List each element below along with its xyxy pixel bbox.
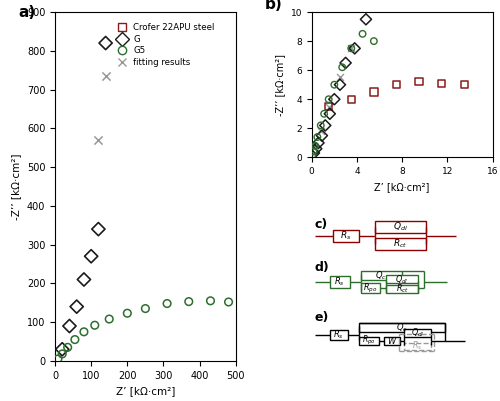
Point bbox=[348, 96, 356, 103]
Text: $Q_c$: $Q_c$ bbox=[376, 269, 387, 282]
FancyBboxPatch shape bbox=[334, 230, 358, 242]
FancyBboxPatch shape bbox=[360, 271, 402, 280]
Point bbox=[438, 80, 446, 87]
FancyBboxPatch shape bbox=[375, 221, 426, 233]
Text: $R_{po}$: $R_{po}$ bbox=[362, 334, 376, 347]
Point bbox=[317, 122, 325, 129]
Point bbox=[314, 134, 322, 140]
Point bbox=[342, 60, 349, 66]
Point bbox=[314, 140, 322, 146]
FancyBboxPatch shape bbox=[404, 342, 431, 350]
Point bbox=[392, 81, 400, 88]
Point bbox=[311, 143, 319, 149]
Point bbox=[350, 45, 358, 52]
Point bbox=[91, 322, 99, 328]
Text: $R_s$: $R_s$ bbox=[334, 276, 345, 288]
Point bbox=[330, 96, 338, 103]
Point bbox=[71, 336, 79, 343]
Point bbox=[370, 38, 378, 45]
Point bbox=[362, 16, 370, 22]
Point bbox=[87, 253, 95, 259]
Point bbox=[58, 351, 66, 357]
Point bbox=[54, 356, 62, 362]
Point bbox=[324, 96, 332, 103]
Text: d): d) bbox=[314, 261, 329, 274]
Point bbox=[163, 300, 171, 307]
FancyBboxPatch shape bbox=[386, 275, 418, 283]
Text: $Q_{dl}$: $Q_{dl}$ bbox=[396, 273, 409, 286]
Text: $Q_{dl}$: $Q_{dl}$ bbox=[411, 327, 424, 339]
Point bbox=[324, 103, 332, 110]
Point bbox=[206, 298, 214, 304]
FancyBboxPatch shape bbox=[384, 336, 400, 345]
FancyBboxPatch shape bbox=[360, 283, 380, 293]
Text: $R_{ct}$: $R_{ct}$ bbox=[393, 238, 407, 251]
Point bbox=[348, 45, 356, 52]
Y-axis label: -Z’’ [kΩ·cm²]: -Z’’ [kΩ·cm²] bbox=[275, 54, 285, 116]
Point bbox=[336, 81, 344, 88]
Point bbox=[66, 323, 74, 329]
Text: $R_{po}$: $R_{po}$ bbox=[364, 282, 378, 294]
Point bbox=[124, 310, 132, 316]
Text: $R_{ct}$: $R_{ct}$ bbox=[396, 283, 408, 295]
Text: $R_s$: $R_s$ bbox=[340, 229, 352, 242]
Point bbox=[326, 111, 334, 117]
Text: $Q_{dl}$: $Q_{dl}$ bbox=[393, 221, 407, 233]
Point bbox=[105, 316, 113, 322]
Point bbox=[415, 79, 423, 85]
Point bbox=[318, 132, 326, 139]
Point bbox=[338, 64, 346, 71]
FancyBboxPatch shape bbox=[358, 324, 446, 332]
Point bbox=[330, 81, 338, 88]
Point bbox=[58, 346, 66, 352]
Text: c): c) bbox=[314, 218, 328, 231]
Text: a): a) bbox=[19, 5, 36, 20]
Point bbox=[142, 306, 150, 312]
Point bbox=[312, 146, 320, 152]
Point bbox=[94, 226, 102, 232]
Y-axis label: -Z’’ [kΩ·cm²]: -Z’’ [kΩ·cm²] bbox=[11, 153, 21, 220]
Point bbox=[324, 103, 332, 110]
Point bbox=[64, 344, 72, 350]
Point bbox=[358, 30, 366, 37]
FancyBboxPatch shape bbox=[358, 336, 378, 345]
FancyBboxPatch shape bbox=[330, 330, 348, 340]
Point bbox=[94, 137, 102, 143]
Point bbox=[102, 73, 110, 79]
Point bbox=[322, 122, 330, 129]
X-axis label: Z’ [kΩ·cm²]: Z’ [kΩ·cm²] bbox=[116, 386, 175, 396]
FancyBboxPatch shape bbox=[330, 276, 349, 288]
FancyBboxPatch shape bbox=[404, 329, 431, 337]
Text: b): b) bbox=[264, 0, 282, 12]
Point bbox=[80, 328, 88, 335]
Point bbox=[370, 89, 378, 95]
X-axis label: Z’ [kΩ·cm²]: Z’ [kΩ·cm²] bbox=[374, 182, 430, 192]
FancyBboxPatch shape bbox=[386, 285, 418, 293]
Point bbox=[348, 45, 356, 52]
Point bbox=[310, 150, 318, 156]
Point bbox=[460, 81, 468, 88]
Point bbox=[311, 144, 319, 150]
FancyBboxPatch shape bbox=[375, 238, 426, 250]
Point bbox=[308, 153, 316, 159]
Point bbox=[185, 298, 193, 305]
Point bbox=[72, 304, 80, 310]
Point bbox=[320, 111, 328, 117]
Text: $Q_c$: $Q_c$ bbox=[396, 322, 408, 334]
Point bbox=[102, 40, 110, 46]
Text: e): e) bbox=[314, 311, 329, 324]
Text: $W$: $W$ bbox=[387, 335, 398, 346]
Point bbox=[224, 299, 232, 305]
Point bbox=[310, 148, 318, 155]
Text: $R_s$: $R_s$ bbox=[334, 328, 344, 341]
Legend: Crofer 22APU steel, G, G5, fitting results: Crofer 22APU steel, G, G5, fitting resul… bbox=[110, 20, 218, 71]
Text: $R_s$: $R_s$ bbox=[412, 340, 422, 352]
Point bbox=[80, 276, 88, 283]
Point bbox=[336, 74, 344, 81]
Point bbox=[317, 128, 325, 134]
